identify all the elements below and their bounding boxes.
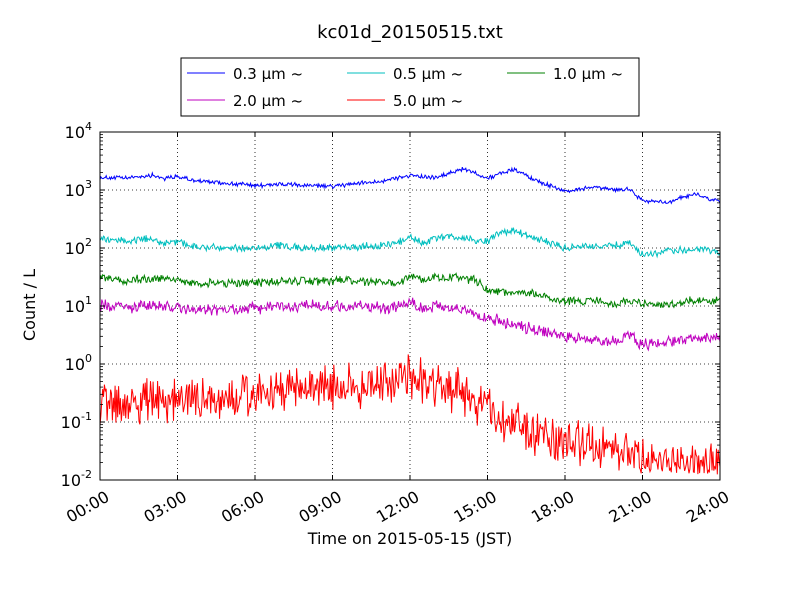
x-axis-label: Time on 2015-05-15 (JST) [307, 529, 512, 548]
legend-entry: 5.0 μm ~ [393, 92, 463, 110]
x-axis-ticks: 00:00 03:00 06:00 09:00 12:00 15:00 18:00 21:00… [63, 132, 732, 527]
grid [100, 132, 720, 480]
x-tick-label: 18:00 [528, 487, 577, 527]
x-tick-label: 09:00 [295, 487, 344, 527]
x-tick-label: 21:00 [605, 487, 654, 527]
legend-entry: 0.3 μm ~ [233, 65, 303, 83]
y-tick-exponent: 1 [85, 294, 92, 307]
y-tick-exponent: 4 [85, 120, 92, 133]
y-tick-base: 10 [61, 413, 81, 432]
series-line [100, 297, 720, 352]
series-line [100, 226, 720, 259]
y-tick-label: 101 [65, 294, 92, 316]
y-tick-base: 10 [65, 355, 85, 374]
y-tick-base: 10 [65, 123, 85, 142]
y-tick-base: 10 [65, 181, 85, 200]
y-tick-base: 10 [65, 297, 85, 316]
legend: 0.3 μm ~ 0.5 μm ~ 1.0 μm ~ 2.0 μm ~ 5.0 μm ~ [180, 57, 640, 117]
series-line [100, 354, 720, 475]
x-tick-label: 00:00 [63, 487, 112, 527]
legend-entry: 1.0 μm ~ [553, 65, 623, 83]
y-tick-base: 10 [61, 471, 81, 490]
y-axis-label: Count / L [20, 269, 39, 341]
y-tick-exponent: 3 [85, 178, 92, 191]
chart-title: kc01d_20150515.txt [317, 22, 503, 43]
series-line [100, 166, 720, 205]
legend-box [180, 57, 640, 117]
y-tick-label: 100 [65, 352, 92, 374]
x-tick-label: 03:00 [140, 487, 189, 527]
y-tick-label: 102 [65, 236, 92, 258]
series-line [100, 272, 720, 309]
x-tick-label: 12:00 [373, 487, 422, 527]
y-tick-label: 10-1 [61, 410, 92, 432]
x-tick-label: 24:00 [683, 487, 732, 527]
y-tick-base: 10 [65, 239, 85, 258]
x-tick-label: 15:00 [450, 487, 499, 527]
legend-entry: 2.0 μm ~ [233, 92, 303, 110]
y-tick-label: 10-2 [61, 468, 92, 490]
legend-entry: 0.5 μm ~ [393, 65, 463, 83]
y-tick-exponent: 0 [85, 352, 92, 365]
y-tick-label: 103 [65, 178, 92, 200]
plot-lines [100, 166, 720, 475]
x-tick-label: 06:00 [218, 487, 267, 527]
y-tick-exponent: 2 [85, 236, 92, 249]
y-tick-label: 104 [65, 120, 92, 142]
y-tick-exponent: -2 [81, 468, 92, 481]
y-tick-exponent: -1 [81, 410, 92, 423]
